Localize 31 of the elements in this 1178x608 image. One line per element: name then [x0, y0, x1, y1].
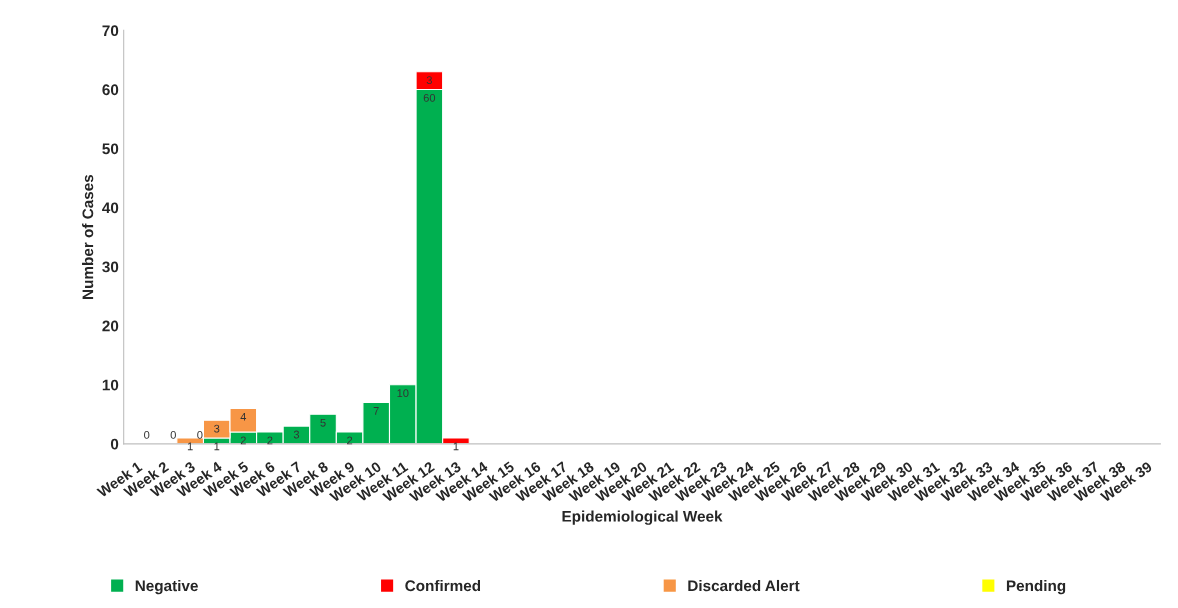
y-tick-label: 0 — [110, 438, 119, 450]
data-label: 1 — [187, 442, 193, 451]
data-label: 2 — [267, 436, 273, 445]
x-axis-title: Epidemiological Week — [562, 510, 723, 525]
data-label: 10 — [397, 389, 409, 398]
y-tick-label: 70 — [102, 25, 119, 37]
data-label: 60 — [423, 93, 436, 102]
data-label: 0 — [197, 431, 203, 439]
y-tick-label: 40 — [102, 202, 119, 214]
y-tick-label: 60 — [102, 84, 119, 96]
legend-label: Confirmed — [405, 579, 481, 592]
data-label: 1 — [453, 442, 459, 451]
data-label: 3 — [293, 430, 300, 439]
data-label: 5 — [320, 418, 326, 427]
data-label: 2 — [240, 436, 246, 445]
data-label: 3 — [426, 76, 432, 85]
data-label: 0 — [144, 431, 150, 439]
data-label: 4 — [240, 412, 247, 421]
legend-label: Negative — [135, 579, 198, 595]
y-tick-label: 10 — [102, 379, 119, 391]
y-tick-label: 50 — [102, 143, 119, 155]
legend-label: Discarded Alert — [688, 579, 800, 592]
legend-label: Pending — [1006, 579, 1066, 595]
data-label: 1 — [214, 442, 220, 451]
data-label: 2 — [347, 436, 353, 445]
data-label: 7 — [373, 407, 379, 415]
data-label: 0 — [170, 431, 176, 439]
data-label: 3 — [214, 424, 220, 433]
y-tick-label: 30 — [102, 261, 119, 273]
y-tick-label: 20 — [102, 320, 119, 332]
y-axis-title: Number of Cases — [82, 174, 94, 299]
